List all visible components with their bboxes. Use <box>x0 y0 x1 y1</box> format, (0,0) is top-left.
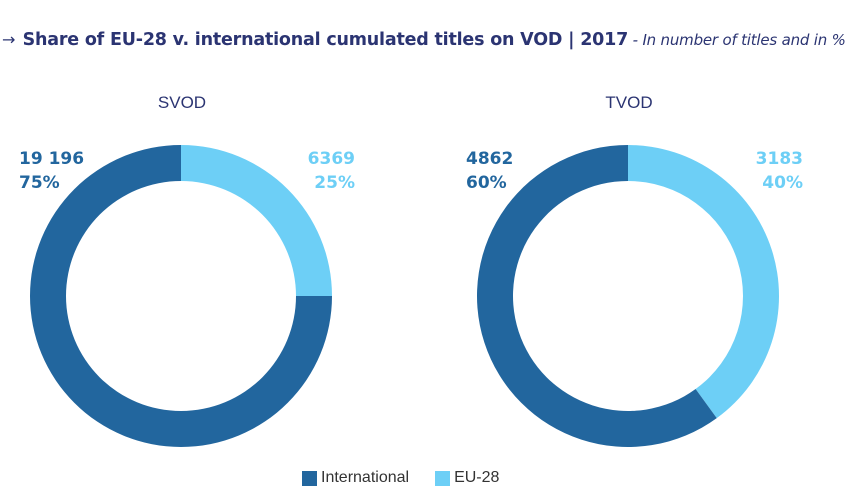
legend-item-eu28: EU-28 <box>435 469 499 487</box>
arrow-icon: → <box>2 30 16 49</box>
tvod-segment-eu28 <box>628 145 779 419</box>
page-title: Share of EU-28 v. international cumulate… <box>22 30 629 50</box>
tvod-segment-international <box>477 145 717 448</box>
svod-segment-eu28 <box>181 145 332 296</box>
tvod-international-label: 4862 60% <box>466 147 513 195</box>
tvod-eu28-label: 3183 40% <box>756 147 803 195</box>
eu28-swatch-icon <box>435 470 451 486</box>
tvod-chart-title: TVOD <box>605 93 653 112</box>
legend-item-international: International <box>302 469 409 487</box>
svod-international-value: 19 196 <box>19 149 85 169</box>
tvod-eu28-value: 3183 <box>755 149 803 169</box>
tvod-international-percent: 60% <box>466 173 507 193</box>
tvod-international-value: 4862 <box>466 149 514 169</box>
legend-label-international: International <box>321 469 410 486</box>
legend: International EU-28 <box>302 469 525 487</box>
svod-eu28-label: 6369 25% <box>308 147 355 195</box>
page-subtitle: - In number of titles and in % <box>628 31 846 49</box>
svod-chart-title: SVOD <box>157 93 207 112</box>
svod-international-percent: 75% <box>19 173 60 193</box>
svod-donut <box>30 145 332 447</box>
legend-label-eu28: EU-28 <box>454 469 500 486</box>
chart-header: → Share of EU-28 v. international cumula… <box>2 30 846 50</box>
svod-international-label: 19 196 75% <box>19 147 84 195</box>
tvod-donut <box>477 145 779 448</box>
international-swatch-icon <box>302 470 317 486</box>
svod-eu28-value: 6369 <box>307 149 355 169</box>
tvod-eu28-percent: 40% <box>762 173 803 193</box>
svod-eu28-percent: 25% <box>314 173 355 193</box>
